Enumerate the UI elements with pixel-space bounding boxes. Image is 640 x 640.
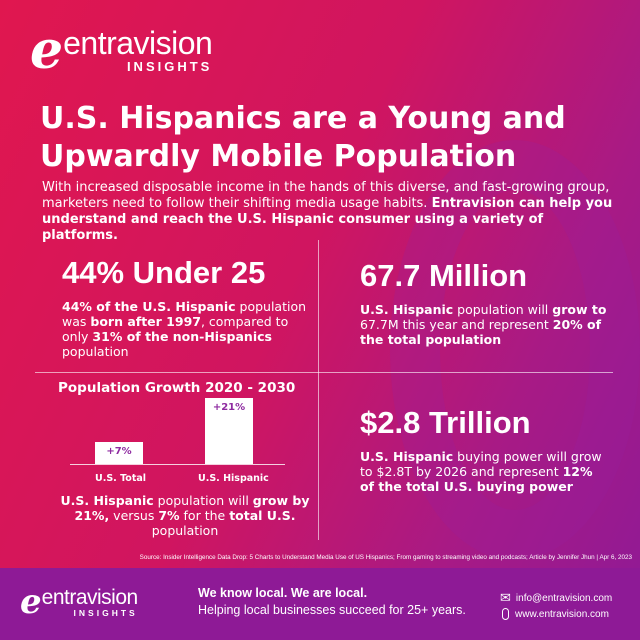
stat-headline: $2.8 Trillion — [360, 405, 531, 440]
logo-e-icon: e — [20, 582, 42, 622]
logo-wordmark: entravision — [63, 25, 213, 61]
data-label: +7% — [106, 446, 132, 457]
intro-text: With increased disposable income in the … — [42, 180, 613, 243]
stat-text: U.S. Hispanic population will grow to 67… — [360, 302, 607, 347]
stat-population: 67.7 Million U.S. Hispanic population wi… — [360, 258, 610, 347]
stat-headline: 44% Under 25 — [62, 255, 266, 290]
footer-subtagline: Helping local businesses succeed for 25+… — [198, 603, 466, 617]
page-title: U.S. Hispanics are a Young and Upwardly … — [40, 101, 566, 174]
data-label: +21% — [212, 402, 246, 413]
footer-email-link[interactable]: ✉ info@entravision.com — [500, 590, 613, 605]
footer: e entravision INSIGHTS We know local. We… — [0, 568, 640, 640]
bar-1: +7% — [95, 442, 143, 464]
footer-website-link[interactable]: www.entravision.com — [502, 608, 609, 620]
logo-sub: INSIGHTS — [73, 607, 138, 618]
header-logo: e entravision INSIGHTS — [30, 20, 213, 81]
chart-title: Population Growth 2020 - 2030 — [58, 380, 296, 396]
stat-text: 44% of the U.S. Hispanic population was … — [62, 299, 307, 359]
stat-buying-power: $2.8 Trillion U.S. Hispanic buying power… — [360, 405, 610, 494]
stat-headline: 67.7 Million — [360, 258, 528, 293]
logo-sub: INSIGHTS — [126, 59, 213, 74]
footer-logo: e entravision INSIGHTS — [20, 582, 138, 622]
vertical-divider — [318, 240, 319, 540]
stat-young: 44% Under 25 44% of the U.S. Hispanic po… — [62, 255, 312, 359]
logo-e-icon: e — [30, 20, 64, 81]
horizontal-divider — [35, 372, 613, 373]
bar-2: +21% — [205, 398, 253, 464]
chart-caption: U.S. Hispanic population will grow by 21… — [60, 493, 310, 538]
source-note: Source: Insider Intelligence Data Drop: … — [139, 554, 632, 561]
footer-tagline: We know local. We are local. — [198, 586, 368, 600]
logo-wordmark: entravision — [41, 585, 139, 609]
x-tick-label: U.S. Hispanic — [198, 473, 269, 484]
x-tick-label: U.S. Total — [95, 473, 147, 484]
mouse-icon — [502, 608, 509, 620]
envelope-icon: ✉ — [500, 590, 511, 605]
bar-chart: +7% +21% — [70, 395, 285, 465]
stat-text: U.S. Hispanic buying power will grow to … — [360, 449, 602, 494]
